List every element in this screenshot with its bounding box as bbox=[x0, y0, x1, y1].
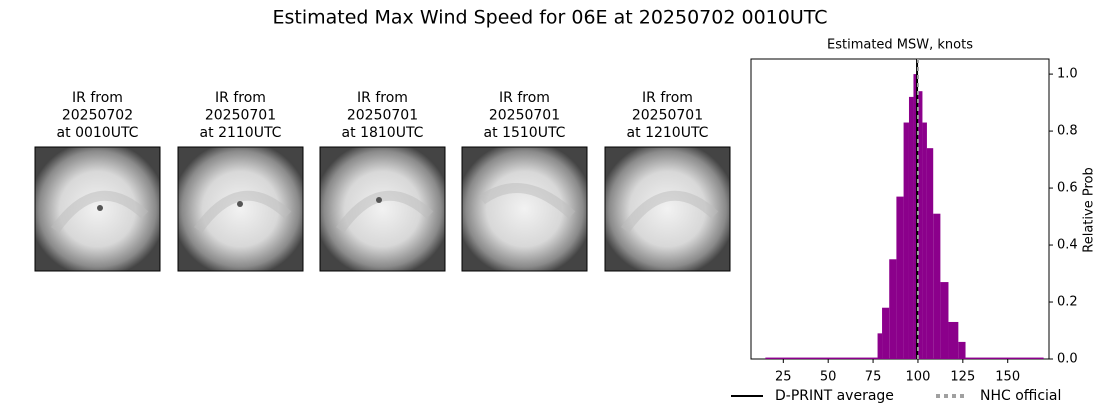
storm-eye bbox=[97, 205, 103, 211]
x-tick-label: 100 bbox=[906, 370, 931, 385]
image-caption: at 0010UTC bbox=[57, 125, 139, 141]
image-caption: 20250701 bbox=[347, 108, 418, 124]
bar bbox=[896, 196, 904, 359]
bar bbox=[933, 213, 941, 359]
x-tick-label: 25 bbox=[775, 370, 792, 385]
image-caption: 20250701 bbox=[205, 108, 276, 124]
image-caption: at 2110UTC bbox=[200, 125, 282, 141]
bar bbox=[765, 357, 878, 359]
bar bbox=[889, 259, 897, 359]
page-title: Estimated Max Wind Speed for 06E at 2025… bbox=[272, 7, 827, 29]
bar bbox=[913, 74, 918, 359]
y-tick-label: 0.8 bbox=[1057, 124, 1078, 139]
image-caption: IR from bbox=[72, 90, 123, 106]
storm-eye bbox=[237, 201, 243, 207]
image-caption: IR from bbox=[357, 90, 408, 106]
image-caption: IR from bbox=[499, 90, 550, 106]
cloud-band bbox=[620, 190, 719, 233]
bar bbox=[903, 122, 909, 359]
image-caption: at 1510UTC bbox=[484, 125, 566, 141]
bar bbox=[965, 357, 1044, 359]
bar bbox=[922, 122, 927, 359]
image-caption: 20250701 bbox=[632, 108, 703, 124]
y-tick-label: 1.0 bbox=[1057, 67, 1078, 82]
y-tick-label: 0.6 bbox=[1057, 181, 1078, 196]
image-caption: at 1210UTC bbox=[627, 125, 709, 141]
bar bbox=[940, 282, 949, 359]
bar bbox=[948, 321, 959, 359]
x-tick-label: 150 bbox=[995, 370, 1020, 385]
cloud-band bbox=[50, 190, 149, 233]
axes-title: Estimated MSW, knots bbox=[827, 38, 973, 53]
cloud-band bbox=[193, 190, 292, 233]
bar bbox=[908, 96, 914, 360]
x-tick-label: 125 bbox=[950, 370, 975, 385]
bar bbox=[877, 333, 883, 359]
legend-label: D-PRINT average bbox=[775, 388, 894, 404]
storm-eye bbox=[376, 197, 382, 203]
image-caption: at 1810UTC bbox=[342, 125, 424, 141]
y-tick-label: 0.0 bbox=[1057, 352, 1078, 367]
y-tick-label: 0.2 bbox=[1057, 295, 1078, 310]
cloud-band bbox=[335, 190, 434, 233]
image-caption: 20250701 bbox=[489, 108, 560, 124]
x-tick-label: 50 bbox=[820, 370, 837, 385]
bar bbox=[958, 341, 966, 359]
y-tick-label: 0.4 bbox=[1057, 238, 1078, 253]
image-caption: IR from bbox=[215, 90, 266, 106]
bar bbox=[882, 307, 890, 359]
bar bbox=[926, 148, 934, 359]
x-tick-label: 75 bbox=[865, 370, 882, 385]
y-axis-label: Relative Prob bbox=[1082, 167, 1097, 252]
cloud-band bbox=[479, 183, 576, 219]
bar bbox=[917, 91, 923, 360]
legend-label: NHC official bbox=[980, 388, 1061, 404]
image-caption: 20250702 bbox=[62, 108, 133, 124]
image-caption: IR from bbox=[642, 90, 693, 106]
